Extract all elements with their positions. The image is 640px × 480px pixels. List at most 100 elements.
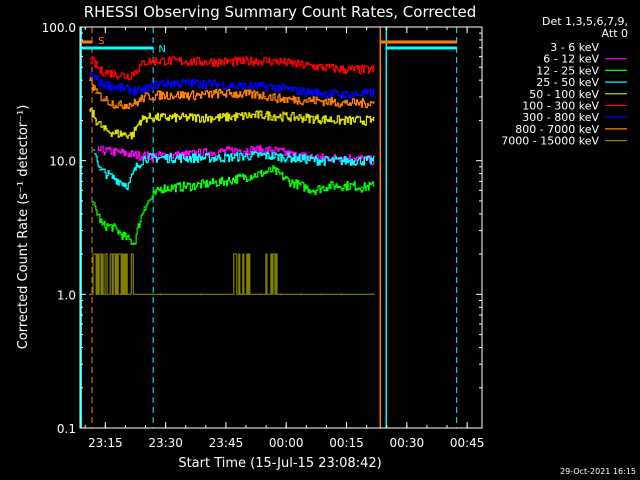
data-point	[123, 235, 126, 238]
data-point	[127, 75, 130, 77]
data-point	[288, 180, 290, 183]
data-point	[92, 203, 94, 206]
data-point	[199, 108, 202, 111]
data-point	[344, 94, 347, 96]
data-point	[280, 293, 282, 296]
data-point	[103, 98, 105, 100]
data-point	[135, 108, 138, 111]
series-line	[90, 253, 375, 295]
legend-label: 12 - 25 keV	[536, 64, 599, 77]
data-point	[280, 60, 282, 63]
data-point	[272, 169, 274, 172]
data-point	[272, 149, 274, 152]
x-axis-label: Start Time (15-Jul-15 23:08:42)	[178, 456, 381, 471]
data-point	[99, 82, 101, 85]
data-point	[372, 293, 375, 296]
data-point	[320, 293, 323, 296]
data-point	[239, 85, 242, 88]
data-point	[191, 184, 194, 187]
data-point	[135, 165, 138, 168]
data-point	[93, 149, 95, 152]
legend-label: 6 - 12 keV	[543, 53, 599, 66]
data-point	[260, 94, 262, 96]
data-point	[95, 92, 97, 94]
data-point	[207, 151, 210, 154]
chart-title: RHESSI Observing Summary Count Rates, Co…	[84, 3, 477, 21]
data-point	[320, 100, 323, 102]
data-point	[119, 151, 122, 154]
data-point	[372, 92, 375, 94]
data-point	[159, 293, 162, 296]
data-point	[352, 156, 355, 159]
data-point	[89, 79, 91, 82]
data-point	[145, 116, 148, 119]
legend-label: 50 - 100 keV	[529, 88, 599, 101]
data-point	[131, 134, 134, 137]
data-point	[119, 104, 122, 107]
data-point	[199, 82, 202, 85]
saa-label: S	[98, 36, 104, 47]
data-point	[352, 184, 355, 187]
x-tick-label: 00:00	[269, 436, 304, 450]
series-line	[92, 165, 375, 245]
data-point	[320, 92, 323, 94]
series-line	[89, 56, 375, 81]
data-point	[344, 68, 347, 71]
series-line	[97, 145, 375, 166]
data-point	[89, 108, 91, 111]
data-point	[119, 293, 122, 296]
data-point	[179, 116, 182, 119]
data-point	[89, 72, 91, 75]
data-point	[260, 293, 262, 296]
data-point	[300, 116, 302, 119]
data-point	[115, 132, 118, 135]
data-point	[300, 64, 302, 66]
data-point	[372, 102, 375, 104]
data-point	[372, 184, 375, 187]
x-tick-label: 23:30	[148, 436, 183, 450]
data-point	[99, 69, 101, 72]
data-point	[103, 129, 105, 131]
data-point	[300, 90, 302, 93]
legend-label: 800 - 7000 keV	[515, 123, 599, 136]
y-tick-label: 1.0	[57, 288, 76, 302]
data-point	[239, 104, 242, 107]
data-point	[300, 293, 302, 296]
data-point	[344, 102, 347, 104]
series-line	[89, 107, 375, 140]
data-point	[260, 114, 262, 116]
data-point	[340, 119, 343, 122]
data-point	[159, 94, 162, 96]
data-point	[260, 85, 262, 88]
data-point	[199, 60, 202, 63]
data-point	[312, 189, 315, 192]
data-point	[159, 187, 162, 190]
data-point	[223, 180, 226, 183]
data-point	[89, 57, 91, 60]
data-point	[219, 116, 222, 119]
data-point	[280, 102, 282, 104]
data-point	[159, 111, 162, 114]
data-point	[219, 156, 222, 159]
legend-label: 25 - 50 keV	[536, 76, 599, 89]
footer-date: 29-Oct-2021 16:15	[560, 467, 636, 476]
data-point	[320, 104, 323, 107]
data-point	[135, 154, 138, 157]
legend-label: 100 - 300 keV	[522, 100, 599, 113]
x-tick-label: 23:15	[88, 436, 123, 450]
data-point	[151, 156, 154, 159]
x-tick-label: 00:15	[329, 436, 364, 450]
data-point	[280, 87, 282, 89]
data-point	[111, 225, 114, 228]
data-point	[199, 293, 202, 296]
series-line	[93, 151, 375, 191]
legend-header-line: Det 1,3,5,6,7,9,	[542, 15, 628, 28]
data-point	[344, 184, 347, 187]
series-line	[89, 71, 375, 100]
data-point	[260, 172, 262, 175]
data-point	[239, 293, 242, 296]
data-point	[320, 66, 323, 69]
y-axis-label: Corrected Count Rate (s⁻¹ detector⁻¹)	[16, 105, 31, 350]
